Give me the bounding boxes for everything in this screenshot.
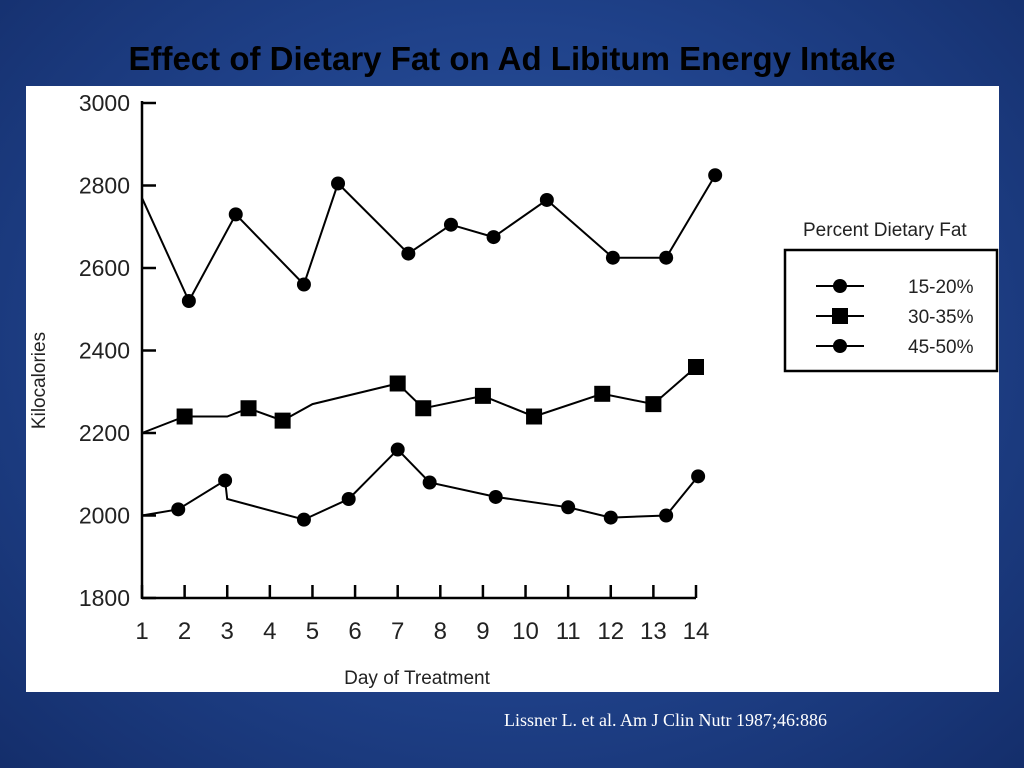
series-0-point-4 [390,442,405,457]
series-0-point-9 [659,508,674,523]
series-2-point-8 [605,250,620,265]
x-axis-title: Day of Treatment [344,668,490,689]
series-0-point-1 [218,473,233,488]
x-tick-label-13: 13 [640,618,667,645]
y-tick-label-3000: 3000 [79,90,130,116]
series-2-point-10 [708,168,723,183]
series-2-point-2 [296,277,311,292]
legend-marker-2 [833,339,847,353]
legend-label-2: 45-50% [908,337,974,358]
legend-marker-0 [833,279,847,293]
series-2-point-5 [443,217,458,232]
series-1-point-9 [688,359,704,375]
series-2-point-1 [228,207,243,222]
series-0-point-2 [296,512,311,527]
x-tick-label-5: 5 [306,618,319,645]
series-0-point-6 [488,489,503,504]
slide-title: Effect of Dietary Fat on Ad Libitum Ener… [128,40,896,77]
series-1-point-1 [240,400,257,417]
series-1-point-2 [274,412,291,429]
x-tick-label-2: 2 [178,618,191,645]
x-tick-label-1: 1 [135,618,148,645]
y-tick-label-2600: 2600 [79,255,130,281]
series-0-point-5 [422,475,437,490]
y-tick-label-2800: 2800 [79,173,130,199]
series-line-2 [141,174,717,304]
series-1-point-7 [594,385,611,402]
series-line-1 [141,366,697,434]
series-2-point-6 [486,230,501,245]
series-1-point-3 [389,375,406,392]
x-tick-label-7: 7 [391,618,404,645]
x-tick-label-10: 10 [512,618,539,645]
x-tick-label-8: 8 [434,618,447,645]
x-tick-label-12: 12 [597,618,624,645]
chart-panel: 1800 2000 2200 2400 2600 2800 3000 1 2 3 4 5 6 7 8 9 10 1… [26,86,999,692]
x-tick-label-3: 3 [221,618,234,645]
series-2-point-0 [181,294,196,308]
series-2-point-7 [539,192,554,207]
series-1-point-0 [176,408,193,425]
y-tick-label-2200: 2200 [79,420,130,446]
x-tick-label-9: 9 [476,618,489,645]
series-0-point-8 [603,510,618,525]
x-tick-label-6: 6 [348,618,361,645]
series-2-point-9 [659,250,674,265]
y-tick-label-1800: 1800 [79,585,130,611]
series-1-point-8 [645,396,662,413]
y-tick-label-2000: 2000 [79,503,130,529]
x-tick-label-4: 4 [263,618,276,645]
legend-marker-1 [832,308,848,324]
series-1-point-4 [415,400,432,417]
citation: Lissner L. et al. Am J Clin Nutr 1987;46… [504,710,827,730]
legend-label-1: 30-35% [908,307,974,328]
legend-label-0: 15-20% [908,277,974,298]
y-tick-label-2400: 2400 [79,338,130,364]
x-tick-label-14: 14 [683,618,710,645]
series-0-point-10 [691,469,706,484]
series-2-point-4 [401,246,416,261]
x-tick-label-11: 11 [556,618,581,645]
legend-box [783,248,999,373]
legend-title: Percent Dietary Fat [803,220,967,241]
series-0-point-0 [171,502,186,517]
series-2-point-3 [331,176,346,191]
series-0-point-3 [341,492,356,506]
y-axis-title: Kilocalories [29,332,50,429]
series-1-point-5 [474,387,491,404]
series-0-point-7 [561,500,576,515]
series-1-point-6 [526,408,543,425]
